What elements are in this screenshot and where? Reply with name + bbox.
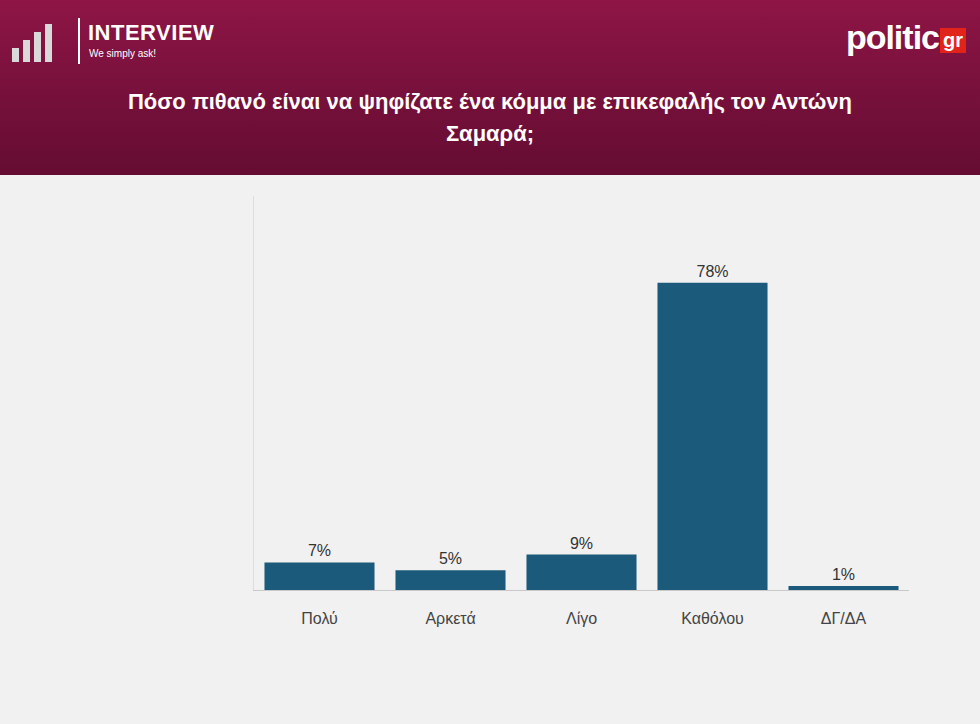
svg-text:5%: 5% — [439, 550, 462, 567]
html-text:politicgr: politicgr — [845, 18, 963, 56]
svg-text:78%: 78% — [696, 263, 728, 280]
svg-text:1%: 1% — [832, 566, 855, 583]
svg-text:9%: 9% — [570, 535, 593, 552]
svg-text:Πολύ: Πολύ — [301, 610, 338, 627]
svg-text:Καθόλου: Καθόλου — [681, 610, 744, 627]
svg-text:7%: 7% — [308, 542, 331, 559]
svg-text:Αρκετά: Αρκετά — [425, 610, 475, 627]
html-text:We simply ask!: We simply ask! — [89, 48, 157, 59]
svg-text:ΔΓ/ΔΑ: ΔΓ/ΔΑ — [821, 610, 867, 627]
html-text:Πόσο πιθανό είναι να ψηφίζατε: Πόσο πιθανό είναι να ψηφίζατε ένα κόμμα … — [128, 89, 852, 146]
svg-text:Λίγο: Λίγο — [566, 610, 597, 627]
html-text:INTERVIEW: INTERVIEW — [88, 20, 215, 45]
